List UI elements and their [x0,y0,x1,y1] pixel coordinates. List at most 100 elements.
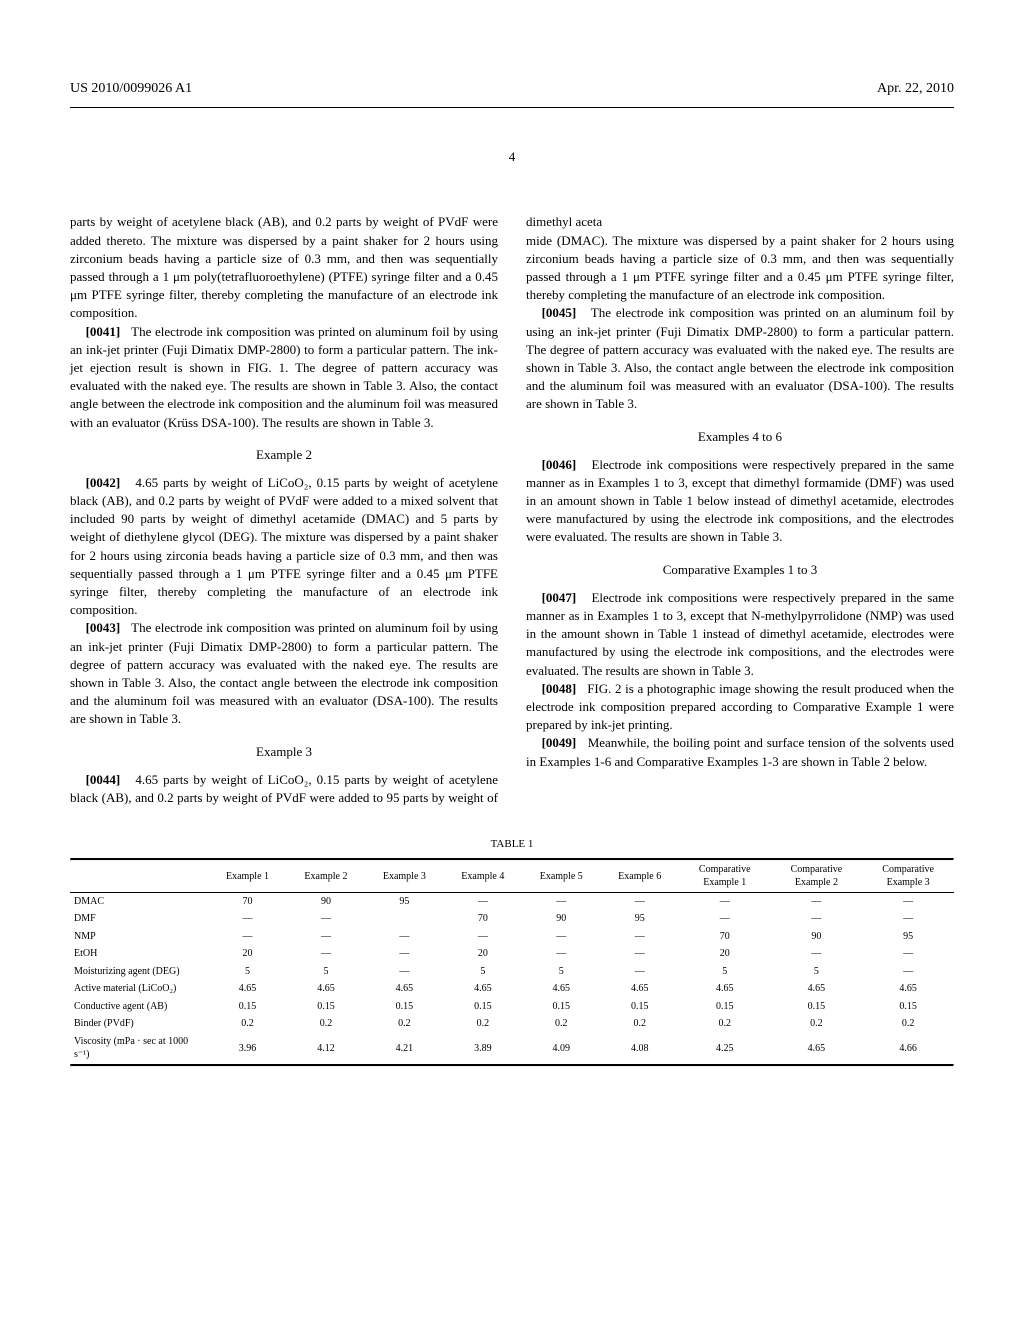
table-cell: 0.15 [522,998,600,1016]
para-num-0043: [0043] [86,620,121,635]
table-cell: — [679,892,771,910]
table-cell: 3.89 [444,1033,522,1064]
page-number: 4 [70,148,954,166]
table-cell: 0.2 [771,1015,863,1033]
table-cell: — [365,963,443,981]
table-cell: 4.65 [771,980,863,998]
table-cell: — [444,892,522,910]
table-cell: 0.2 [365,1015,443,1033]
table-1-header-cell: ComparativeExample 2 [771,861,863,893]
table-cell: — [771,945,863,963]
table-cell: 0.2 [522,1015,600,1033]
table-cell: 0.2 [862,1015,954,1033]
table-cell: — [287,910,365,928]
table-cell: 0.2 [287,1015,365,1033]
table-cell: 0.2 [679,1015,771,1033]
table-cell: 0.2 [600,1015,678,1033]
table-cell: 5 [522,963,600,981]
para-num-0044: [0044] [86,772,121,787]
table-cell: — [600,928,678,946]
table-cell: — [287,928,365,946]
table-cell: 4.65 [522,980,600,998]
table-cell: — [522,892,600,910]
table-cell: — [365,928,443,946]
table-1-header-row: Example 1Example 2Example 3Example 4Exam… [70,861,954,893]
table-cell: — [522,945,600,963]
table-cell: 0.15 [679,998,771,1016]
table-cell: 70 [208,892,286,910]
table-bottom-rule [70,1064,954,1067]
table-1-header-cell: Example 3 [365,861,443,893]
table-cell: — [208,928,286,946]
para-text-0045: The electrode ink composition was printe… [526,305,954,411]
table-cell: 0.15 [771,998,863,1016]
table-row-label: Viscosity (mPa · sec at 1000 s⁻¹) [70,1033,208,1064]
table-row-label: Moisturizing agent (DEG) [70,963,208,981]
table-cell: — [600,963,678,981]
table-cell: 4.65 [208,980,286,998]
table-cell: — [862,910,954,928]
table-cell: — [862,892,954,910]
table-cell: 4.21 [365,1033,443,1064]
paragraph-0047: [0047] Electrode ink compositions were r… [526,589,954,680]
para-text-0043: The electrode ink composition was printe… [70,620,498,726]
example-2-heading: Example 2 [70,446,498,464]
table-cell: — [600,892,678,910]
header-divider [70,107,954,108]
table-1-header-cell: Example 5 [522,861,600,893]
table-cell: — [771,892,863,910]
table-cell: 0.15 [600,998,678,1016]
table-cell: 0.15 [444,998,522,1016]
table-cell: 90 [522,910,600,928]
table-cell: 5 [287,963,365,981]
table-cell: 70 [679,928,771,946]
table-row: Conductive agent (AB)0.150.150.150.150.1… [70,998,954,1016]
table-cell: 4.65 [862,980,954,998]
table-row-label: EtOH [70,945,208,963]
table-row: Active material (LiCoO₂)4.654.654.654.65… [70,980,954,998]
paragraph-0041: [0041] The electrode ink composition was… [70,323,498,432]
table-row: Moisturizing agent (DEG)55—55—55— [70,963,954,981]
table-row-label: DMAC [70,892,208,910]
table-row: DMAC709095—————— [70,892,954,910]
table-cell: 95 [365,892,443,910]
table-cell: 4.25 [679,1033,771,1064]
table-cell: 4.08 [600,1033,678,1064]
examples-4-6-heading: Examples 4 to 6 [526,428,954,446]
para-num-0047: [0047] [542,590,577,605]
paragraph-0044-continued: mide (DMAC). The mixture was dispersed b… [526,232,954,305]
para-text-0042: 4.65 parts by weight of LiCoO₂, 0.15 par… [70,475,498,617]
table-cell: 70 [444,910,522,928]
para-num-0048: [0048] [542,681,577,696]
table-cell: 95 [600,910,678,928]
table-cell: 4.65 [600,980,678,998]
table-1-header-cell: Example 2 [287,861,365,893]
para-text-0049: Meanwhile, the boiling point and surface… [526,735,954,768]
table-cell: 90 [287,892,365,910]
table-cell: — [771,910,863,928]
paragraph-0042: [0042] 4.65 parts by weight of LiCoO₂, 0… [70,474,498,620]
table-cell: — [365,945,443,963]
table-1-header-cell: ComparativeExample 1 [679,861,771,893]
table-row: EtOH20——20——20—— [70,945,954,963]
para-text-0041: The electrode ink composition was printe… [70,324,498,430]
table-cell: 0.15 [365,998,443,1016]
table-cell: 95 [862,928,954,946]
publication-date: Apr. 22, 2010 [877,80,954,99]
para-num-0041: [0041] [86,324,121,339]
table-cell: 4.09 [522,1033,600,1064]
body-columns: parts by weight of acetylene black (AB),… [70,213,954,807]
table-1-header-cell [70,861,208,893]
table-cell: — [208,910,286,928]
table-cell: 5 [771,963,863,981]
publication-number: US 2010/0099026 A1 [70,80,192,99]
table-1-header-cell: Example 6 [600,861,678,893]
table-cell: 20 [208,945,286,963]
table-cell: — [444,928,522,946]
table-cell: 5 [208,963,286,981]
table-row: NMP——————709095 [70,928,954,946]
table-cell: — [287,945,365,963]
table-cell: 5 [444,963,522,981]
table-1-container: TABLE 1 Example 1Example 2Example 3Examp… [70,837,954,1067]
table-cell: 0.2 [444,1015,522,1033]
